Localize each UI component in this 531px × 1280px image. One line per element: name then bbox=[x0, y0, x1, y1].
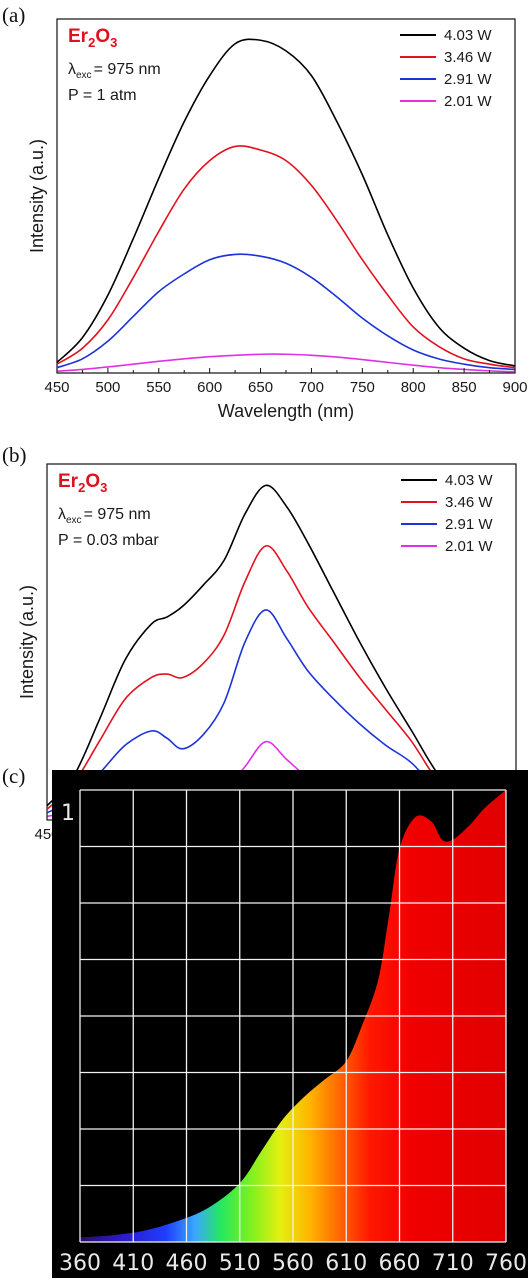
panel-letter: (c) bbox=[2, 764, 25, 788]
x-tick-label: 460 bbox=[166, 1251, 208, 1276]
legend-label: 4.03 W bbox=[444, 27, 492, 44]
legend-label: 2.91 W bbox=[444, 71, 492, 88]
x-tick-label: 510 bbox=[219, 1251, 261, 1276]
x-tick-label: 450 bbox=[44, 379, 69, 396]
x-tick-label: 650 bbox=[248, 379, 273, 396]
x-tick-label: 550 bbox=[146, 379, 171, 396]
excitation-annotation: λexc = 975 nm bbox=[58, 506, 151, 526]
y-axis-title: Intensity (a.u.) bbox=[27, 139, 47, 253]
x-tick-label: 500 bbox=[95, 379, 120, 396]
x-tick-label: 900 bbox=[502, 379, 527, 396]
x-tick-label: 800 bbox=[401, 379, 426, 396]
legend-label: 3.46 W bbox=[445, 494, 493, 511]
x-tick-label: 410 bbox=[112, 1251, 154, 1276]
x-axis-title: Wavelength (nm) bbox=[218, 401, 354, 421]
panel-a: (a) 450 500 550 600 650 700 750 800 850 900 Wavelen… bbox=[2, 3, 528, 421]
x-tick-label: 360 bbox=[59, 1251, 101, 1276]
x-tick-label: 610 bbox=[325, 1251, 367, 1276]
sample-label: Er2O3 bbox=[68, 26, 117, 50]
x-tick-label: 600 bbox=[197, 379, 222, 396]
x-tick-label: 750 bbox=[350, 379, 375, 396]
legend-label: 3.46 W bbox=[444, 49, 492, 66]
x-tick-label: 660 bbox=[379, 1251, 421, 1276]
series-line-2-91-W bbox=[57, 254, 515, 369]
y-axis-title: Intensity (a.u.) bbox=[17, 585, 37, 699]
legend-label: 4.03 W bbox=[445, 472, 493, 489]
x-tick-label: 700 bbox=[299, 379, 324, 396]
x-tick-label: 850 bbox=[452, 379, 477, 396]
panel-letter: (b) bbox=[2, 443, 27, 467]
x-tick-label: 710 bbox=[432, 1251, 474, 1276]
panel-c: (c) 1 360 410 460 510 560 610 660 710 760 bbox=[2, 764, 528, 1278]
y-max-label: 1 bbox=[61, 801, 75, 826]
legend-label: 2.01 W bbox=[445, 538, 493, 555]
excitation-annotation: λexc = 975 nm bbox=[68, 61, 161, 81]
x-tick-label: 560 bbox=[272, 1251, 314, 1276]
pressure-annotation: P = 0.03 mbar bbox=[58, 532, 159, 549]
legend-label: 2.01 W bbox=[444, 93, 492, 110]
x-tick-label: 760 bbox=[485, 1251, 527, 1276]
sample-label: Er2O3 bbox=[58, 471, 107, 495]
series-line-2-01-W bbox=[57, 354, 515, 372]
panel-letter: (a) bbox=[2, 3, 25, 27]
pressure-annotation: P = 1 atm bbox=[68, 87, 137, 104]
legend-label: 2.91 W bbox=[445, 516, 493, 533]
